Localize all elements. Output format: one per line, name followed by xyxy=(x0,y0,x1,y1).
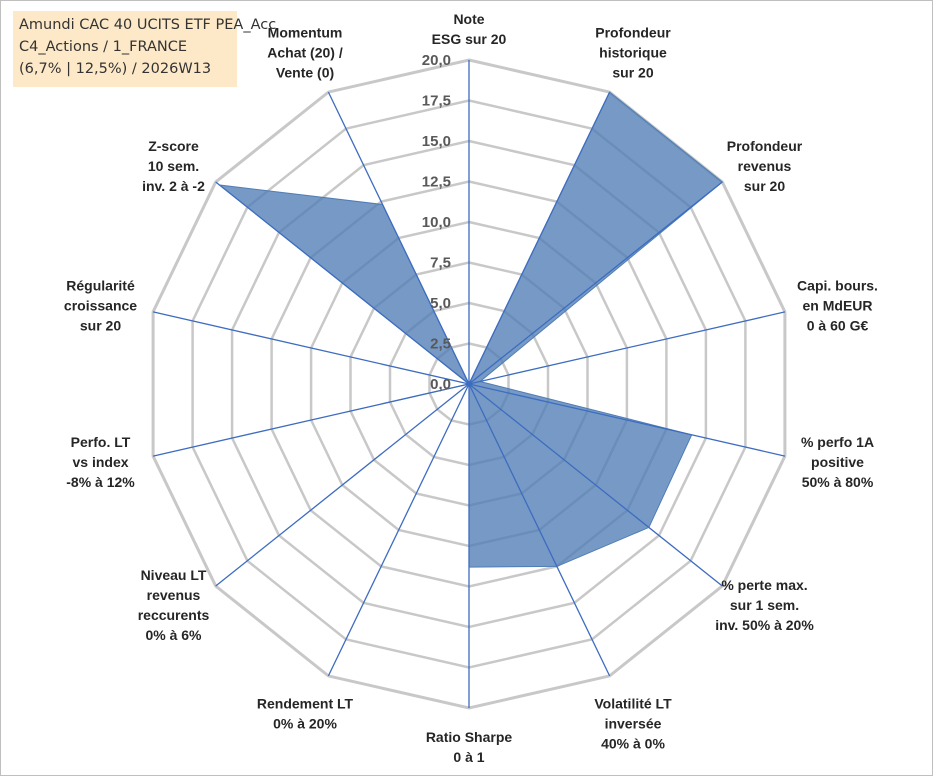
axis-label-line: 0 à 1 xyxy=(453,749,484,765)
axis-label-line: Ratio Sharpe xyxy=(426,729,513,745)
axis-label-line: Rendement LT xyxy=(257,696,354,712)
axis-label: Note ESG sur 20 xyxy=(432,11,507,47)
axis-label-line: 10 sem. xyxy=(148,158,199,174)
axis-label-line: Perfo. LT xyxy=(71,434,131,450)
axis-labels: Note ESG sur 20 Profondeur historique sur 20… xyxy=(64,11,878,765)
axis-label-line: Vente (0) xyxy=(276,65,334,81)
title-line-2: C4_Actions / 1_FRANCE xyxy=(19,39,188,55)
axis-label-line: % perfo 1A xyxy=(801,434,874,450)
tick-label: 17,5 xyxy=(422,93,451,110)
axis-spoke xyxy=(468,383,611,677)
axis-label-line: Profondeur xyxy=(727,138,803,154)
axis-label-line: croissance xyxy=(64,298,137,314)
axis-label-line: Niveau LT xyxy=(141,567,207,583)
axis-spoke xyxy=(468,383,786,457)
axis-label-line: sur 20 xyxy=(744,178,785,194)
axis-spoke xyxy=(152,383,470,457)
axis-label-line: Achat (20) / xyxy=(267,45,343,61)
axis-label: Régularité croissance sur 20 xyxy=(64,278,137,334)
tick-label: 20,0 xyxy=(422,52,451,69)
axis-label: Niveau LT revenus reccurents 0% à 6% xyxy=(138,567,210,643)
axis-label-line: Note xyxy=(453,11,484,27)
axis-label: % perfo 1A positive 50% à 80% xyxy=(801,434,874,490)
axis-label-line: ESG sur 20 xyxy=(432,31,507,47)
axis-label-line: 50% à 80% xyxy=(802,474,874,490)
axis-spoke xyxy=(327,91,470,385)
axis-label: Perfo. LT vs index -8% à 12% xyxy=(66,434,135,490)
axis-label-line: 0% à 6% xyxy=(145,627,202,643)
axis-label-line: 0% à 20% xyxy=(273,716,337,732)
axis-label: Capi. bours. en MdEUR 0 à 60 G€ xyxy=(797,278,878,334)
axis-label-line: Volatilité LT xyxy=(594,696,672,712)
axis-label-line: revenus xyxy=(738,158,792,174)
axis-label: Ratio Sharpe 0 à 1 xyxy=(426,729,513,765)
axis-label-line: historique xyxy=(599,45,667,61)
tick-label: 12,5 xyxy=(422,174,451,191)
axis-label-line: inversée xyxy=(605,716,662,732)
axis-label-line: Capi. bours. xyxy=(797,278,878,294)
axis-label-line: sur 1 sem. xyxy=(730,597,799,613)
axis-label-line: 40% à 0% xyxy=(601,736,665,752)
title-line-3: (6,7% | 12,5%) / 2026W13 xyxy=(19,61,212,77)
tick-label: 10,0 xyxy=(422,214,451,231)
axis-spoke xyxy=(468,91,611,385)
title-line-1: Amundi CAC 40 UCITS ETF PEA_Acc xyxy=(19,17,277,33)
axis-label-line: sur 20 xyxy=(612,65,653,81)
tick-label: 5,0 xyxy=(430,295,451,312)
axis-label: Volatilité LT inversée 40% à 0% xyxy=(594,696,672,752)
tick-label: 0,0 xyxy=(430,376,451,393)
axis-label-line: vs index xyxy=(72,454,128,470)
axis-label-line: Profondeur xyxy=(595,25,671,41)
axis-label-line: Momentum xyxy=(268,25,343,41)
chart-title-box: Amundi CAC 40 UCITS ETF PEA_Acc C4_Actio… xyxy=(13,11,277,87)
radial-tick-labels: 0,0 2,5 5,0 7,5 10,0 12,5 15,0 17,5 20,0 xyxy=(422,52,451,393)
axis-label-line: revenus xyxy=(147,587,201,603)
series-layer xyxy=(217,91,724,568)
axis-label-line: sur 20 xyxy=(80,318,121,334)
axis-spoke xyxy=(468,311,786,385)
axis-label-line: -8% à 12% xyxy=(66,474,135,490)
tick-label: 15,0 xyxy=(422,133,451,150)
axis-label-line: Z-score xyxy=(148,138,199,154)
axis-label: Rendement LT 0% à 20% xyxy=(257,696,354,732)
axis-label-line: Régularité xyxy=(66,278,135,294)
axis-label-line: en MdEUR xyxy=(803,298,873,314)
axis-label: % perte max. sur 1 sem. inv. 50% à 20% xyxy=(715,577,814,633)
axis-label: Z-score 10 sem. inv. 2 à -2 xyxy=(142,138,205,194)
tick-label: 2,5 xyxy=(430,336,451,353)
axis-spoke xyxy=(327,383,470,677)
tick-label: 7,5 xyxy=(430,255,451,272)
axis-spoke xyxy=(215,181,470,385)
axis-spoke xyxy=(152,311,470,385)
axis-spoke xyxy=(468,383,723,587)
axis-label-line: 0 à 60 G€ xyxy=(807,318,869,334)
axis-label-line: % perte max. xyxy=(721,577,807,593)
axis-label-line: inv. 2 à -2 xyxy=(142,178,205,194)
axis-spoke xyxy=(215,383,470,587)
axis-label-line: reccurents xyxy=(138,607,210,623)
axis-spoke xyxy=(468,181,723,385)
axis-label-line: positive xyxy=(811,454,864,470)
axis-label: Momentum Achat (20) / Vente (0) xyxy=(267,25,343,81)
series-area xyxy=(217,91,724,568)
axis-label: Profondeur revenus sur 20 xyxy=(727,138,803,194)
axis-label-line: inv. 50% à 20% xyxy=(715,617,814,633)
axis-spokes xyxy=(152,60,786,708)
axis-label: Profondeur historique sur 20 xyxy=(595,25,671,81)
